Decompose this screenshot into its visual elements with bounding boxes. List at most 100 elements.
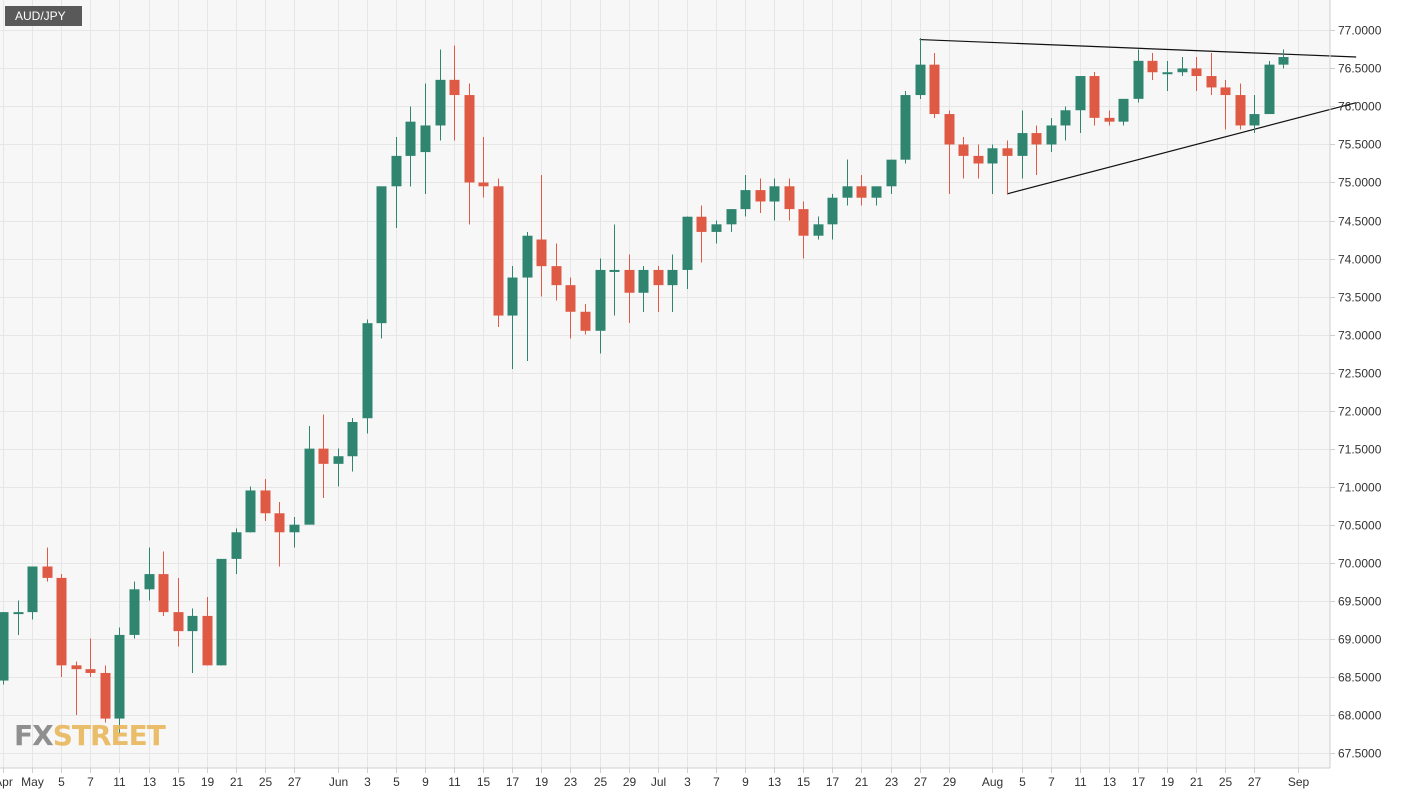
candles xyxy=(0,38,1289,734)
candle-body xyxy=(376,186,387,324)
candle xyxy=(813,216,824,240)
candle xyxy=(507,266,518,369)
candle-body xyxy=(304,448,315,525)
y-tick-label: 68.0000 xyxy=(1338,709,1382,723)
y-tick-label: 67.5000 xyxy=(1338,747,1382,761)
x-tick-label: Aug xyxy=(982,775,1003,789)
candle xyxy=(740,174,751,217)
y-tick-label: 76.0000 xyxy=(1338,100,1382,114)
candle xyxy=(1133,49,1144,103)
candle xyxy=(842,159,853,206)
x-tick-label: 29 xyxy=(623,775,637,789)
candle-body xyxy=(1002,148,1013,156)
candle-body xyxy=(333,456,344,464)
candle xyxy=(769,178,780,221)
candle xyxy=(682,216,693,289)
candle-body xyxy=(1278,57,1289,65)
candle xyxy=(798,201,809,259)
candle-body xyxy=(1017,133,1028,156)
candle xyxy=(565,277,576,339)
candle xyxy=(478,136,489,198)
x-tick-label: 5 xyxy=(58,775,65,789)
candle xyxy=(944,110,955,194)
candle xyxy=(216,558,227,666)
x-tick-label: 17 xyxy=(1132,775,1146,789)
candle xyxy=(1075,76,1086,134)
candle xyxy=(696,205,707,263)
candle xyxy=(958,136,969,179)
x-tick-label: 7 xyxy=(1048,775,1055,789)
candle-body xyxy=(653,269,664,286)
candle xyxy=(1147,53,1158,80)
candle-body xyxy=(624,269,635,293)
y-tick-label: 68.5000 xyxy=(1338,671,1382,685)
candle xyxy=(202,596,213,666)
x-tick-label: 5 xyxy=(1019,775,1026,789)
candle-body xyxy=(318,448,329,464)
candle-body xyxy=(13,612,24,615)
candle xyxy=(580,304,591,335)
x-tick-label: 25 xyxy=(594,775,608,789)
x-tick-label: 23 xyxy=(885,775,899,789)
candle-body xyxy=(1031,133,1042,145)
candle-body xyxy=(1249,114,1260,126)
candle-body xyxy=(827,197,838,225)
candle xyxy=(987,144,998,194)
candle-body xyxy=(1191,68,1202,77)
candle xyxy=(900,91,911,164)
y-tick-label: 74.0000 xyxy=(1338,253,1382,267)
candle xyxy=(1220,79,1231,130)
candle-body xyxy=(1075,76,1086,111)
x-tick-label: 15 xyxy=(477,775,491,789)
candle xyxy=(27,566,38,620)
candle xyxy=(609,224,620,316)
candle xyxy=(755,178,766,213)
candle-body xyxy=(420,125,431,153)
candle-body xyxy=(1177,68,1188,73)
candle-body xyxy=(1162,72,1173,75)
candle-body xyxy=(1220,87,1231,96)
y-tick-label: 69.5000 xyxy=(1338,595,1382,609)
candle-body xyxy=(187,615,198,632)
candle xyxy=(304,425,315,525)
x-tick-label: 23 xyxy=(564,775,578,789)
y-tick-label: 74.5000 xyxy=(1338,215,1382,229)
x-tick-label: Jul xyxy=(651,775,666,789)
candle xyxy=(827,193,838,240)
y-tick-label: 70.5000 xyxy=(1338,519,1382,533)
y-tick-label: 72.0000 xyxy=(1338,405,1382,419)
candle-body xyxy=(638,269,649,293)
x-tick-label: 13 xyxy=(768,775,782,789)
candle-body xyxy=(813,224,824,236)
candle xyxy=(391,136,402,229)
y-tick-label: 75.5000 xyxy=(1338,138,1382,152)
candle xyxy=(871,186,882,206)
candle xyxy=(856,174,867,206)
candle xyxy=(1235,83,1246,130)
y-tick-label: 73.5000 xyxy=(1338,291,1382,305)
candle xyxy=(1191,57,1202,92)
candle xyxy=(973,144,984,179)
candle-body xyxy=(1060,110,1071,126)
x-tick-label: 25 xyxy=(259,775,273,789)
candle xyxy=(653,266,664,312)
candle xyxy=(333,448,344,487)
candle-body xyxy=(856,186,867,198)
trendline-lower xyxy=(1006,102,1357,195)
candle-body xyxy=(871,186,882,198)
candle xyxy=(711,220,722,244)
candle xyxy=(522,231,533,362)
candle xyxy=(85,638,96,677)
candle xyxy=(595,258,606,354)
candle xyxy=(435,49,446,141)
candle xyxy=(1017,110,1028,179)
x-tick-label: 15 xyxy=(797,775,811,789)
x-tick-label: 11 xyxy=(448,775,461,789)
candle xyxy=(376,186,387,339)
candle-body xyxy=(1104,117,1115,122)
candle xyxy=(347,418,358,472)
candle-body xyxy=(158,574,169,613)
candle xyxy=(1118,98,1129,126)
candle xyxy=(1177,57,1188,77)
y-tick-label: 73.0000 xyxy=(1338,329,1382,343)
